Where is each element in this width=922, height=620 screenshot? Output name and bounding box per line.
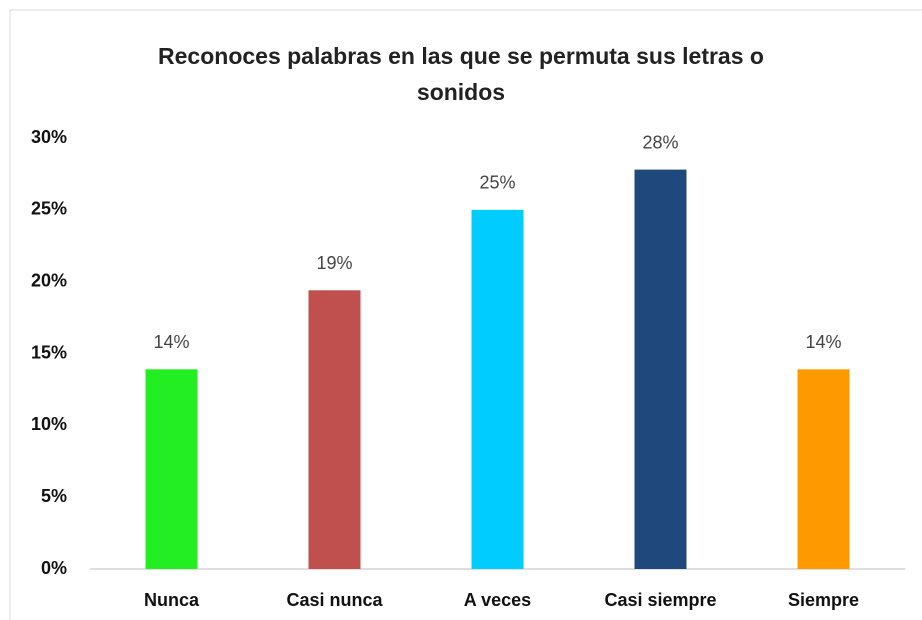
data-label: 28% [642,132,678,152]
y-tick-label: 15% [31,342,67,362]
chart-title: Reconoces palabras en las que se permuta… [158,43,764,105]
x-tick-label: Nunca [144,590,200,610]
bar [797,369,850,569]
data-label: 19% [316,253,352,273]
data-label: 25% [479,173,515,193]
y-tick-label: 5% [41,486,67,506]
bar [145,369,198,569]
y-tick-label: 0% [41,558,67,578]
bar [308,290,361,569]
x-tick-label: A veces [464,590,531,610]
bar [471,209,524,570]
x-tick-label: Casi siempre [604,590,716,610]
bar [634,169,687,569]
x-tick-label: Casi nunca [286,590,383,610]
y-tick-label: 25% [31,199,67,219]
data-label: 14% [805,332,841,352]
data-label: 14% [153,332,189,352]
y-tick-label: 30% [31,127,67,147]
y-tick-label: 20% [31,270,67,290]
x-tick-label: Siempre [788,590,859,610]
y-tick-label: 10% [31,414,67,434]
chart-border [9,9,922,620]
